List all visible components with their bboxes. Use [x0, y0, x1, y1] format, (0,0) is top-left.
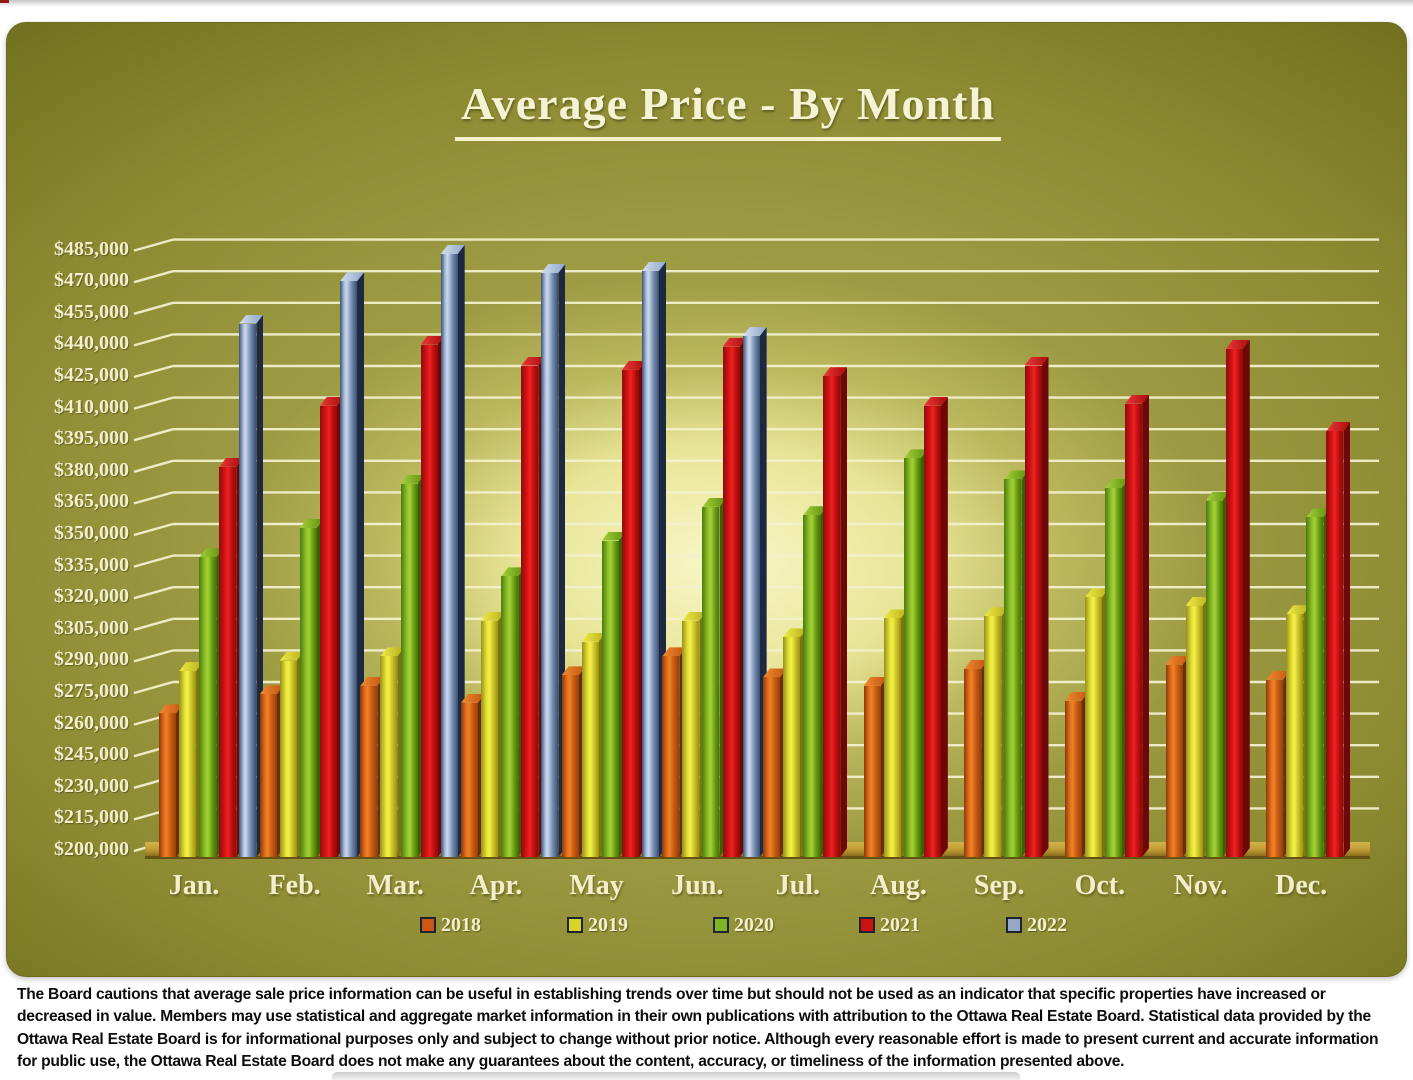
x-axis-label-Jan: Jan. — [168, 870, 220, 901]
y-axis-label: $320,000 — [54, 585, 129, 608]
legend-label-2020: 2020 — [734, 913, 774, 936]
legend-label-2019: 2019 — [588, 913, 628, 936]
x-axis-label-Apr: Apr. — [469, 870, 523, 901]
y-axis-label: $455,000 — [54, 300, 129, 323]
y-axis-label: $215,000 — [54, 806, 129, 829]
x-axis-label-Jul: Jul. — [775, 870, 821, 901]
y-axis-label: $350,000 — [54, 522, 129, 544]
y-axis-label: $200,000 — [54, 838, 129, 860]
y-axis-label: $365,000 — [54, 490, 129, 513]
x-axis-label-May: May — [569, 870, 624, 901]
legend-item-2018: 2018 — [420, 912, 481, 938]
y-axis-label: $380,000 — [54, 458, 129, 481]
x-axis-label-Feb: Feb. — [268, 870, 321, 901]
x-axis-label-Aug: Aug. — [870, 870, 927, 901]
top-edge-band — [0, 0, 1413, 7]
y-axis-label: $230,000 — [54, 774, 129, 797]
y-axis-label: $275,000 — [54, 680, 129, 702]
legend-swatch-2018 — [420, 917, 436, 933]
y-axis-label: $245,000 — [54, 743, 129, 766]
x-axis-label-Mar: Mar. — [366, 870, 424, 901]
legend-label-2022: 2022 — [1027, 913, 1067, 936]
chart-panel: $200,000 $215,000 $230,000 $245,000 $260,000… — [6, 22, 1407, 977]
legend-swatch-2019 — [567, 917, 583, 933]
x-axis-label-Nov: Nov. — [1173, 870, 1228, 901]
y-axis-label: $305,000 — [54, 616, 129, 639]
top-left-artifact — [0, 0, 9, 3]
y-axis-label: $440,000 — [54, 332, 129, 355]
legend-label-2018: 2018 — [441, 913, 481, 936]
chart-title: Average Price - By Month — [454, 77, 1002, 141]
x-axis-label-Oct: Oct. — [1074, 870, 1126, 901]
x-axis-label-Sep: Sep. — [973, 870, 1025, 901]
y-axis-label: $260,000 — [54, 711, 129, 734]
y-axis-label: $290,000 — [54, 648, 129, 671]
legend-item-2020: 2020 — [713, 912, 774, 938]
legend-swatch-2022 — [1006, 917, 1022, 933]
y-axis-label: $410,000 — [54, 395, 129, 418]
y-axis-label: $485,000 — [54, 237, 129, 260]
x-axis-label-Dec: Dec. — [1275, 870, 1328, 901]
legend-item-2022: 2022 — [1006, 912, 1067, 938]
y-axis-label: $425,000 — [54, 364, 129, 386]
y-axis-label: $470,000 — [54, 269, 129, 292]
y-axis-label: $395,000 — [54, 427, 129, 450]
legend-swatch-2020 — [713, 917, 729, 933]
x-axis-label-Jun: Jun. — [671, 870, 724, 901]
legend-item-2019: 2019 — [567, 912, 628, 938]
bottom-edge-strip — [332, 1072, 1020, 1080]
legend-label-2021: 2021 — [880, 913, 920, 936]
legend-item-2021: 2021 — [859, 912, 920, 938]
legend-swatch-2021 — [859, 917, 875, 933]
disclaimer-text: The Board cautions that average sale pri… — [17, 986, 1379, 1071]
y-axis-label: $335,000 — [54, 553, 129, 576]
